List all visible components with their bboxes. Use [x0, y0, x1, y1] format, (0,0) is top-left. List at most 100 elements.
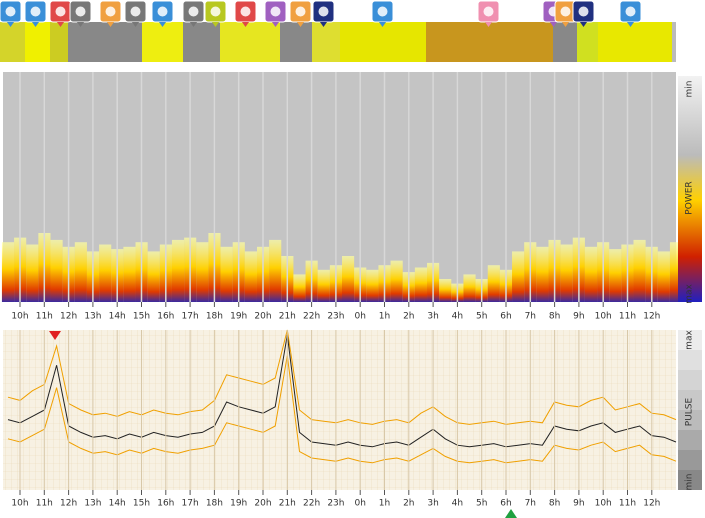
pulse-hour-label: 6h — [500, 499, 511, 509]
power-column — [657, 251, 670, 302]
power-hour-label: 13h — [84, 312, 101, 322]
pulse-hour-label: 23h — [327, 499, 344, 509]
power-hour-label: 21h — [279, 312, 296, 322]
pulse-hour-label: 11h — [36, 499, 53, 509]
power-column — [1, 242, 15, 302]
pulse-chart — [7, 329, 677, 464]
pulse-hour-label: 21h — [279, 499, 296, 509]
icon-pointer — [7, 22, 14, 27]
icon-pointer — [580, 22, 587, 27]
pulse-hour-label: 16h — [157, 499, 174, 509]
activity-bar — [0, 22, 676, 62]
icon-pointer — [159, 22, 166, 27]
pulse-legend — [678, 330, 702, 490]
pulse-hour-label: 10h — [11, 499, 28, 509]
power-hour-label: 10h — [11, 312, 28, 322]
power-hour-label: 12h — [643, 312, 660, 322]
pulse-hour-label: 4h — [452, 499, 463, 509]
icon-glyph — [483, 6, 494, 17]
icon-glyph — [295, 6, 306, 17]
pulse-hour-label: 15h — [133, 499, 150, 509]
pulse-hour-label: 2h — [403, 499, 414, 509]
activity-icons — [0, 0, 642, 27]
power-column — [584, 246, 598, 302]
icon-glyph — [377, 6, 388, 17]
pulse-hour-label: 20h — [254, 499, 271, 509]
icon-glyph — [130, 6, 141, 17]
icon-pointer — [272, 22, 279, 27]
power-column — [366, 269, 379, 302]
power-hour-label: 19h — [230, 312, 247, 322]
marker-now — [505, 509, 517, 518]
power-hour-label: 11h — [36, 312, 53, 322]
power-column — [609, 249, 622, 302]
power-hour-label: 8h — [549, 312, 560, 322]
power-column — [512, 251, 525, 302]
power-column — [50, 239, 63, 302]
power-hour-label: 3h — [427, 312, 438, 322]
power-column — [414, 267, 428, 302]
power-column — [293, 274, 306, 302]
power-column — [196, 242, 209, 302]
pulse-hour-label: 7h — [525, 499, 536, 509]
power-column — [463, 274, 476, 302]
pulse-hour-label: 0h — [354, 499, 365, 509]
pulse-lower-line — [7, 355, 677, 464]
power-hour-label: 16h — [157, 312, 174, 322]
power-scale-label: POWER — [685, 181, 695, 214]
power-column — [269, 239, 282, 302]
power-column — [317, 269, 330, 302]
pulse-scale-label: PULSE — [685, 397, 695, 426]
icon-glyph — [5, 6, 16, 17]
pulse-hour-label: 11h — [619, 499, 636, 509]
power-column — [123, 246, 136, 302]
icon-pointer — [379, 22, 386, 27]
pulse-upper-line — [7, 329, 677, 425]
pulse-hour-label: 18h — [206, 499, 223, 509]
icon-pointer — [562, 22, 569, 27]
power-chart — [1, 233, 683, 302]
power-column — [536, 246, 549, 302]
marker-start — [49, 331, 61, 340]
power-column — [99, 244, 112, 302]
icon-pointer — [212, 22, 219, 27]
power-hour-label: 0h — [354, 312, 365, 322]
power-hour-label: 5h — [476, 312, 487, 322]
power-column — [439, 279, 452, 302]
pulse-hour-label: 1h — [379, 499, 390, 509]
power-hour-label: 20h — [254, 312, 271, 322]
icon-glyph — [318, 6, 329, 17]
power-hour-label: 22h — [303, 312, 320, 322]
power-hour-label: 10h — [595, 312, 612, 322]
icon-glyph — [75, 6, 86, 17]
icon-pointer — [77, 22, 84, 27]
icon-pointer — [242, 22, 249, 27]
pulse-hour-label: 12h — [643, 499, 660, 509]
icon-glyph — [270, 6, 281, 17]
pulse-hour-label: 19h — [230, 499, 247, 509]
power-hour-label: 14h — [109, 312, 126, 322]
pulse-hour-label: 12h — [60, 499, 77, 509]
icon-pointer — [107, 22, 114, 27]
power-column — [220, 246, 233, 302]
icon-pointer — [320, 22, 327, 27]
power-column — [147, 251, 160, 302]
power-hour-label: 7h — [525, 312, 536, 322]
power-column — [244, 251, 257, 302]
icon-glyph — [210, 6, 221, 17]
power-hour-label: 11h — [619, 312, 636, 322]
icon-pointer — [132, 22, 139, 27]
pulse-hour-label: 10h — [595, 499, 612, 509]
icon-pointer — [190, 22, 197, 27]
pulse-hour-label: 14h — [109, 499, 126, 509]
pulse-hour-label: 17h — [182, 499, 199, 509]
power-hour-label: 1h — [379, 312, 390, 322]
pulse-scale-label: min — [685, 474, 695, 491]
icon-glyph — [55, 6, 66, 17]
pulse-scale-label: max — [685, 330, 695, 350]
power-hour-label: 18h — [206, 312, 223, 322]
power-column — [26, 244, 39, 302]
icon-glyph — [30, 6, 41, 17]
power-column — [342, 256, 355, 302]
power-hour-label: 9h — [573, 312, 584, 322]
